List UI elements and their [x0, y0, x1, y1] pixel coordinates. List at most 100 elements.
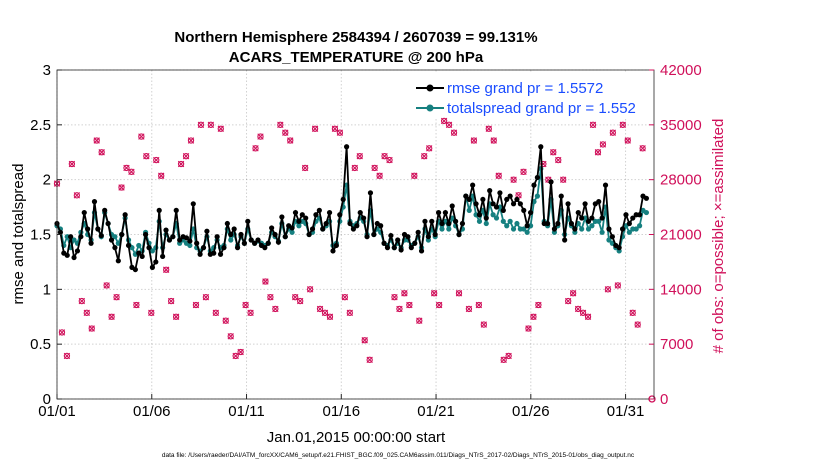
rmse-point	[183, 235, 190, 241]
obs-possible-marker	[202, 294, 210, 301]
rmse-point	[524, 223, 530, 229]
rmse-point	[585, 218, 592, 224]
obs-assimilated-marker	[277, 121, 284, 129]
obs-assimilated-marker	[63, 352, 71, 360]
obs-possible-marker	[431, 290, 438, 297]
rmse-point	[166, 237, 173, 243]
totalspread-point	[514, 220, 520, 227]
rmse-point	[326, 209, 333, 216]
obs-possible-marker	[153, 156, 160, 164]
obs-possible-marker	[83, 309, 90, 316]
rmse-point	[599, 215, 605, 221]
obs-assimilated-marker	[356, 152, 363, 160]
obs-possible-marker	[138, 133, 145, 140]
obs-assimilated-marker	[346, 309, 354, 317]
rmse-point	[432, 231, 438, 238]
obs-possible-marker	[584, 313, 592, 320]
y-axis-right-label: # of obs: o=possible; ×=assimilated	[710, 119, 727, 354]
rmse-point	[459, 220, 466, 227]
obs-assimilated-marker	[584, 313, 592, 320]
rmse-point	[91, 199, 98, 205]
obs-possible-marker	[465, 305, 473, 313]
obs-assimilated-marker	[465, 305, 473, 313]
legend-spread-label: totalspread grand pr = 1.552	[447, 100, 636, 117]
obs-assimilated-marker	[123, 164, 130, 172]
obs-possible-marker	[614, 282, 621, 289]
rmse-point	[582, 201, 588, 207]
series-layer	[53, 105, 656, 403]
obs-assimilated-marker	[560, 176, 567, 183]
obs-possible-marker	[123, 164, 130, 172]
obs-assimilated-marker	[634, 321, 641, 328]
obs-possible-marker	[426, 145, 433, 152]
totalspread-point	[71, 237, 77, 243]
obs-possible-marker	[445, 121, 453, 128]
totalspread-point	[296, 223, 302, 229]
legend-spread-marker	[426, 104, 434, 112]
obs-possible-marker	[197, 121, 205, 128]
obs-possible-marker	[167, 297, 175, 305]
obs-assimilated-marker	[247, 309, 254, 317]
y-tick-label: 0	[43, 391, 51, 408]
obs-possible-marker	[163, 266, 170, 273]
obs-possible-marker	[128, 168, 135, 175]
obs-assimilated-marker	[475, 301, 483, 309]
x-tick-label: 01/26	[512, 403, 550, 420]
obs-assimilated-marker	[262, 278, 269, 285]
obs-assimilated-marker	[550, 149, 557, 156]
obs-possible-marker	[396, 305, 403, 313]
obs-possible-marker	[525, 325, 532, 332]
obs-assimilated-marker	[108, 313, 115, 320]
obs-assimilated-marker	[306, 286, 314, 293]
obs-assimilated-marker	[252, 145, 259, 152]
y-right-tick-label: 35000	[660, 117, 702, 134]
totalspread-point	[483, 220, 489, 227]
totalspread-point	[633, 226, 639, 232]
totalspread-point	[500, 218, 506, 224]
obs-possible-marker	[158, 172, 165, 179]
obs-assimilated-marker	[172, 313, 180, 320]
x-tick-label: 01/31	[607, 403, 645, 420]
obs-assimilated-marker	[158, 172, 165, 179]
rmse-point	[234, 245, 241, 251]
obs-possible-marker	[500, 356, 507, 363]
obs-assimilated-marker	[500, 356, 507, 364]
obs-possible-marker	[505, 352, 512, 360]
obs-possible-marker	[361, 337, 368, 344]
obs-assimilated-marker	[118, 184, 125, 191]
obs-assimilated-marker	[470, 137, 478, 144]
obs-assimilated-marker	[336, 129, 344, 136]
obs-possible-marker	[306, 286, 314, 293]
obs-assimilated-marker	[78, 297, 86, 305]
obs-possible-marker	[639, 145, 646, 152]
obs-assimilated-marker	[609, 129, 617, 136]
rmse-point	[85, 226, 91, 232]
obs-assimilated-marker	[83, 309, 90, 317]
rmse-point	[354, 223, 360, 229]
rmse-point	[378, 223, 384, 229]
totalspread-point	[149, 248, 155, 254]
obs-assimilated-marker	[426, 145, 433, 152]
rmse-point	[487, 188, 493, 194]
obs-assimilated-marker	[614, 282, 622, 289]
obs-possible-marker	[421, 153, 428, 160]
obs-possible-marker	[252, 145, 259, 152]
y-axis-label: rmse and totalspread	[10, 164, 27, 305]
obs-assimilated-marker	[455, 290, 463, 297]
rmse-point	[405, 234, 411, 240]
totalspread-point	[439, 226, 445, 232]
rmse-point	[442, 209, 449, 216]
totalspread-point	[504, 223, 510, 229]
rmse-point	[95, 226, 101, 232]
rmse-point	[562, 237, 568, 243]
rmse-point	[449, 203, 455, 209]
obs-assimilated-marker	[177, 160, 185, 168]
obs-assimilated-marker	[629, 309, 636, 317]
totalspread-point	[187, 242, 193, 249]
obs-possible-marker	[475, 301, 483, 309]
obs-possible-marker	[440, 117, 448, 125]
x-axis-ticks: 01/01 01/06 01/11 01/16 01/21 01/26 01/31	[38, 394, 644, 420]
rmse-point	[619, 226, 626, 232]
obs-possible-marker	[63, 352, 71, 360]
rmse-point	[534, 174, 540, 181]
